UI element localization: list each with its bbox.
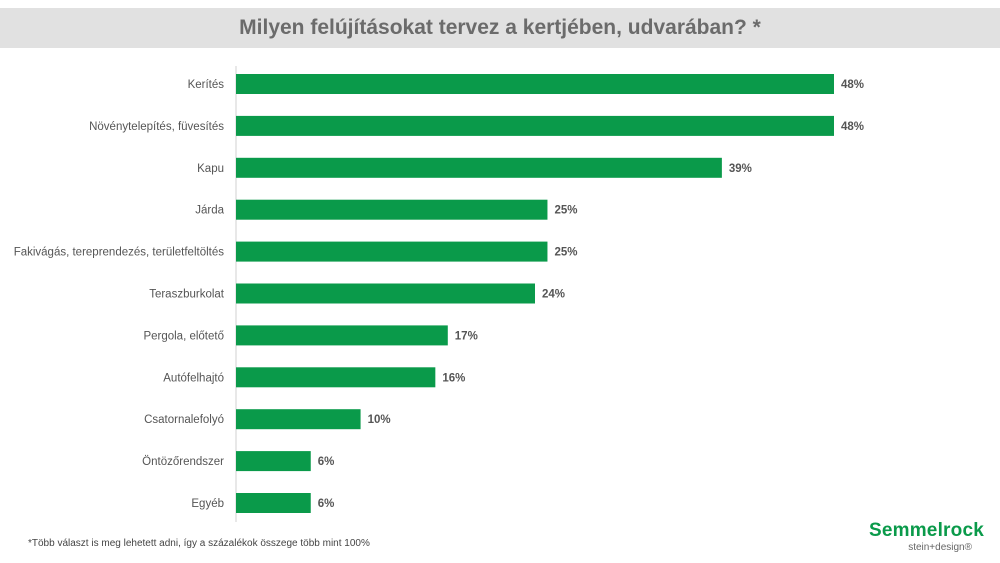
category-label: Pergola, előtető (143, 330, 224, 342)
footnote: *Több választ is meg lehetett adni, így … (28, 538, 370, 549)
bar (236, 241, 548, 262)
category-label: Járda (195, 205, 224, 217)
value-label: 17% (455, 330, 478, 342)
value-label: 6% (318, 456, 335, 468)
value-label: 25% (554, 205, 577, 217)
logo-tagline: stein+design® (908, 542, 972, 553)
bar (236, 493, 311, 513)
title-bar: Milyen felújításokat tervez a kertjében,… (0, 8, 1000, 48)
value-label: 48% (841, 121, 864, 133)
chart-title: Milyen felújításokat tervez a kertjében,… (239, 16, 761, 39)
value-label: 39% (729, 163, 752, 175)
value-label: 48% (841, 79, 864, 91)
logo-wordmark: Semmelrock (868, 520, 984, 541)
bar (236, 325, 448, 346)
value-label: 24% (542, 289, 565, 301)
semmelrock-logo: Semmelrock stein+design® (834, 520, 984, 554)
bar (236, 199, 548, 220)
bar (236, 74, 834, 94)
category-label: Öntözőrendszer (142, 456, 224, 468)
bar (236, 283, 535, 304)
bar (236, 367, 436, 388)
category-label: Teraszburkolat (149, 289, 225, 301)
bar (236, 409, 361, 430)
category-label: Fakivágás, tereprendezés, területfeltölt… (14, 247, 225, 259)
bar (236, 115, 834, 136)
value-label: 25% (554, 247, 577, 259)
category-label: Autófelhajtó (163, 372, 224, 384)
bar (236, 157, 722, 178)
category-label: Kerítés (188, 79, 225, 91)
category-label: Csatornalefolyó (144, 414, 224, 426)
value-label: 10% (368, 414, 391, 426)
category-label: Kapu (197, 163, 224, 175)
category-label: Egyéb (191, 498, 224, 510)
value-label: 6% (318, 498, 335, 510)
bar (236, 451, 311, 472)
value-label: 16% (442, 372, 465, 384)
category-label: Növénytelepítés, füvesítés (89, 121, 224, 133)
